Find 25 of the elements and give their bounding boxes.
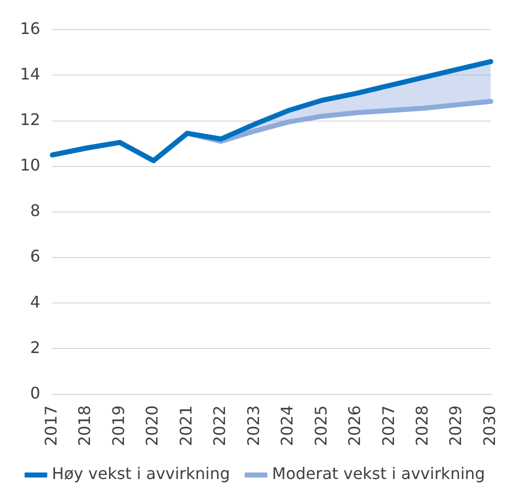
y-tick-label: 6: [30, 246, 40, 266]
y-tick-label: 0: [30, 383, 40, 402]
x-tick-label: 2025: [311, 405, 330, 446]
x-tick-label: 2020: [142, 405, 162, 446]
x-tick-label: 2030: [480, 405, 499, 446]
x-tick-label: 2024: [278, 405, 297, 446]
x-tick-label: 2026: [345, 405, 364, 446]
x-tick-label: 2022: [210, 405, 230, 446]
x-tick-label: 2019: [108, 405, 128, 446]
x-tick-label: 2029: [446, 405, 466, 446]
y-tick-label: 14: [20, 64, 40, 84]
legend-label: Moderat vekst i avvirkning: [272, 464, 486, 484]
y-tick-label: 16: [20, 18, 40, 38]
y-tick-label: 4: [30, 292, 40, 312]
y-tick-label: 12: [20, 110, 40, 129]
x-tick-label: 2017: [42, 405, 61, 446]
x-tick-label: 2028: [412, 405, 432, 446]
y-tick-label: 8: [30, 201, 40, 220]
x-tick-label: 2018: [75, 405, 94, 446]
y-tick-label: 10: [20, 156, 40, 175]
x-tick-label: 2021: [176, 405, 196, 446]
x-tick-label: 2027: [378, 405, 398, 446]
legend-label: Høy vekst i avvirkning: [52, 464, 230, 484]
y-tick-label: 2: [30, 338, 40, 357]
x-tick-label: 2023: [244, 405, 263, 446]
